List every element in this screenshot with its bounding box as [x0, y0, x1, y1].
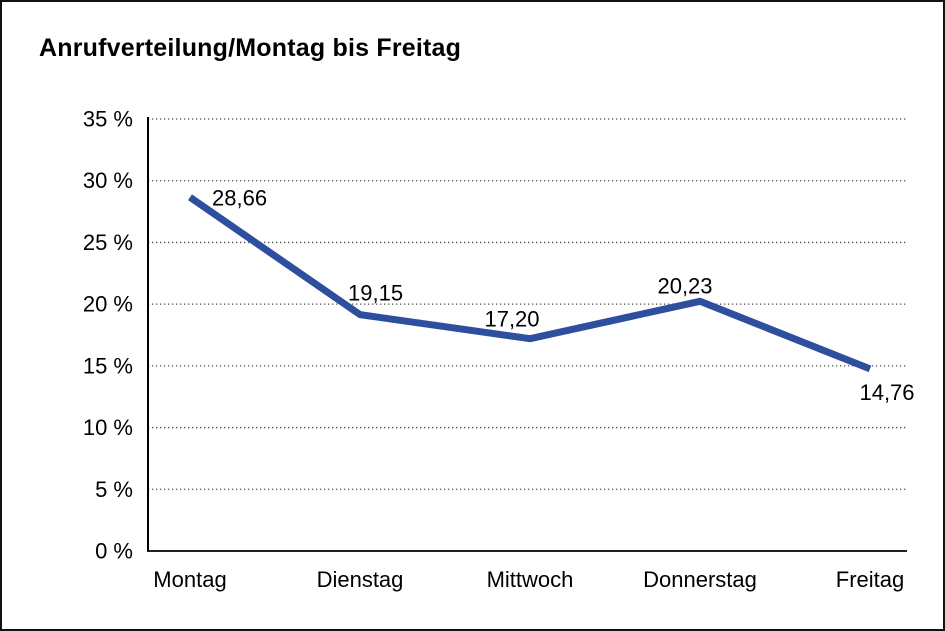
x-category-label: Montag [153, 567, 226, 592]
x-category-label: Mittwoch [487, 567, 574, 592]
y-tick-label: 30 % [83, 168, 133, 193]
data-point-label: 14,76 [859, 380, 914, 405]
data-point-label: 20,23 [657, 273, 712, 298]
chart-title: Anrufverteilung/Montag bis Freitag [39, 34, 462, 62]
y-tick-label: 10 % [83, 415, 133, 440]
x-category-label: Donnerstag [643, 567, 757, 592]
x-category-label: Dienstag [317, 567, 404, 592]
x-category-label: Freitag [836, 567, 904, 592]
y-tick-label: 15 % [83, 353, 133, 378]
y-tick-label: 5 % [95, 477, 133, 502]
y-tick-label: 35 % [83, 107, 133, 132]
data-point-label: 19,15 [348, 281, 403, 306]
y-tick-label: 0 % [95, 539, 133, 564]
data-point-label: 17,20 [484, 307, 539, 332]
data-point-label: 28,66 [212, 185, 267, 210]
y-tick-label: 20 % [83, 292, 133, 317]
y-tick-label: 25 % [83, 230, 133, 255]
data-line [188, 194, 872, 373]
